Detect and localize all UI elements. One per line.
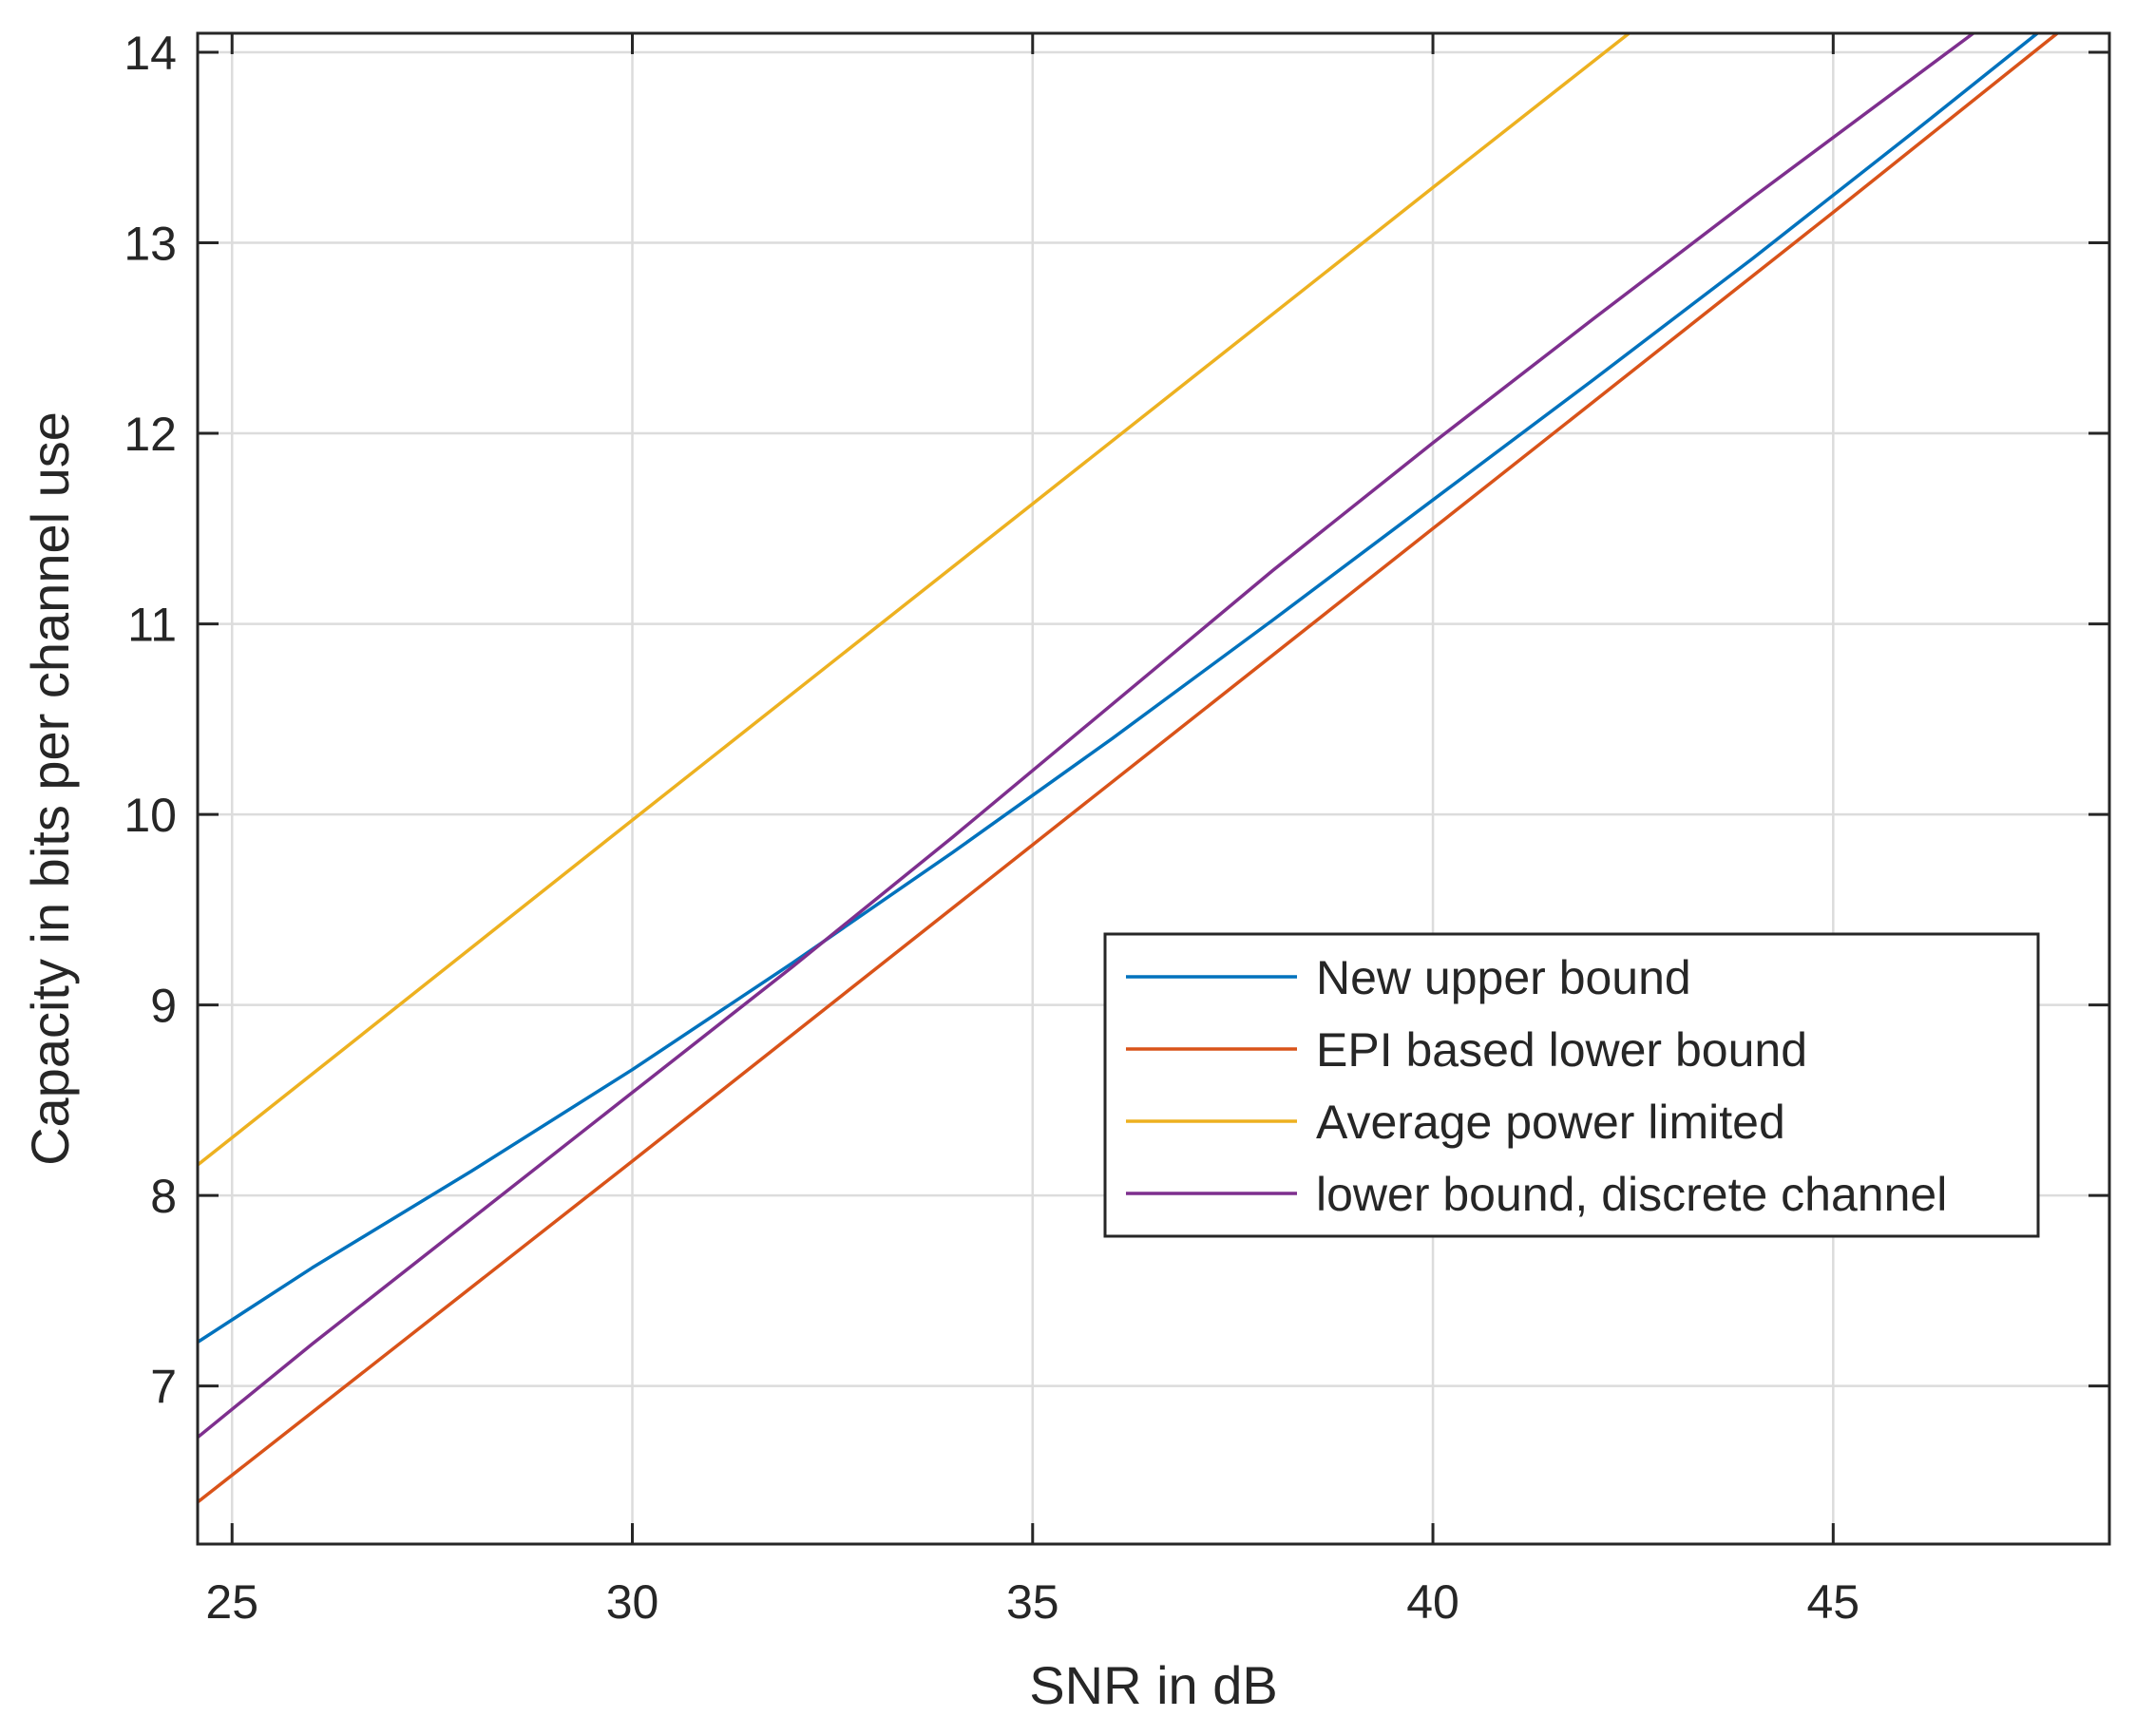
series-line <box>196 31 1631 1167</box>
x-tick-label: 35 <box>1006 1575 1059 1629</box>
grid-lines <box>198 33 2109 1544</box>
x-tick-label: 30 <box>606 1575 659 1629</box>
x-axis-label: SNR in dB <box>1029 1655 1277 1715</box>
series-lines <box>196 31 2059 1504</box>
legend: New upper bound EPI based lower bound Aver… <box>1103 932 2040 1238</box>
x-tick-label: 45 <box>1807 1575 1860 1629</box>
y-tick-label: 7 <box>150 1361 177 1414</box>
y-axis-label: Capacity in bits per channel use <box>20 411 80 1166</box>
legend-label: EPI based lower bound <box>1316 1023 1807 1077</box>
tick-labels: 25 30 35 40 45 7 8 9 10 11 12 13 14 <box>124 27 1859 1629</box>
x-tick-label: 40 <box>1406 1575 1459 1629</box>
legend-label: New upper bound <box>1316 951 1691 1004</box>
x-tick-label: 25 <box>205 1575 258 1629</box>
y-tick-label: 14 <box>124 27 177 80</box>
y-tick-label: 11 <box>127 599 177 652</box>
legend-box <box>1103 932 2040 1238</box>
y-tick-label: 10 <box>124 789 177 842</box>
y-tick-label: 8 <box>150 1170 177 1223</box>
y-tick-label: 13 <box>124 218 177 271</box>
plot-frame <box>196 31 2111 1546</box>
y-tick-label: 12 <box>124 408 177 461</box>
series-line <box>197 31 2039 1344</box>
axis-ticks <box>198 33 2109 1544</box>
series-line <box>196 31 1974 1440</box>
y-tick-label: 9 <box>150 980 177 1033</box>
series-line <box>196 31 2059 1504</box>
legend-label: Average power limited <box>1316 1096 1785 1149</box>
legend-label: lower bound, discrete channel <box>1316 1168 1947 1221</box>
